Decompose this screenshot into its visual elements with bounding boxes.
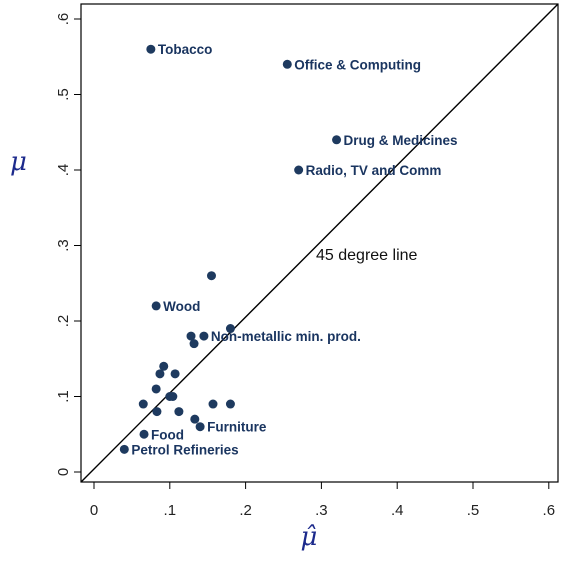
data-point [206, 271, 216, 281]
y-tick-label: .2 [55, 315, 72, 328]
x-tick-label: .2 [239, 502, 252, 519]
x-tick-label: .3 [315, 502, 328, 519]
data-point [174, 407, 184, 417]
point-label: Drug & Medicines [344, 133, 458, 148]
data-point [294, 165, 304, 175]
point-label: Radio, TV and Comm [306, 163, 442, 178]
point-label: Food [151, 427, 184, 442]
data-point [332, 135, 342, 145]
data-point [151, 384, 161, 394]
data-points [119, 44, 342, 454]
data-point [190, 414, 200, 424]
point-labels: Tobacco Office & Computing Drug & Medicine… [131, 42, 457, 457]
point-label: Furniture [207, 420, 267, 435]
data-point [225, 399, 235, 409]
data-point [199, 331, 209, 341]
data-point [119, 444, 129, 454]
x-axis-ticks: 0 .1 .2 .3 .4 .5 .6 [90, 482, 555, 519]
y-axis-title: μ [10, 147, 27, 177]
y-tick-label: .3 [55, 239, 72, 252]
data-point [139, 429, 149, 439]
point-label: Petrol Refineries [131, 442, 238, 457]
x-tick-label: .4 [391, 502, 404, 519]
data-point [159, 361, 169, 371]
data-point [208, 399, 218, 409]
45-degree-line [80, 3, 559, 483]
data-point [195, 422, 205, 432]
x-axis-title: μ̂ [301, 522, 318, 552]
x-tick-label: .5 [467, 502, 480, 519]
y-tick-label: .6 [55, 13, 72, 26]
y-axis-ticks: 0 .1 .2 .3 .4 .5 .6 [55, 13, 81, 476]
point-label: Wood [163, 299, 200, 314]
data-point [152, 407, 162, 417]
y-tick-label: 0 [55, 468, 72, 476]
data-point [151, 301, 161, 311]
data-point [186, 331, 196, 341]
y-tick-label: .4 [55, 164, 72, 177]
data-point [155, 369, 165, 379]
x-tick-label: 0 [90, 502, 98, 519]
point-label: Non-metallic min. prod. [211, 329, 361, 344]
data-point [138, 399, 148, 409]
data-point [170, 369, 180, 379]
point-label: Office & Computing [294, 57, 421, 72]
y-tick-label: .5 [55, 88, 72, 101]
data-point [282, 59, 292, 69]
y-tick-label: .1 [55, 390, 72, 403]
point-label: Tobacco [158, 42, 213, 57]
plot-frame [80, 3, 559, 483]
x-tick-label: .6 [543, 502, 556, 519]
data-point [225, 324, 235, 334]
45-degree-line-label: 45 degree line [316, 247, 418, 264]
data-point [146, 44, 156, 54]
data-point [168, 392, 178, 401]
data-point [189, 339, 199, 349]
x-tick-label: .1 [164, 502, 177, 519]
